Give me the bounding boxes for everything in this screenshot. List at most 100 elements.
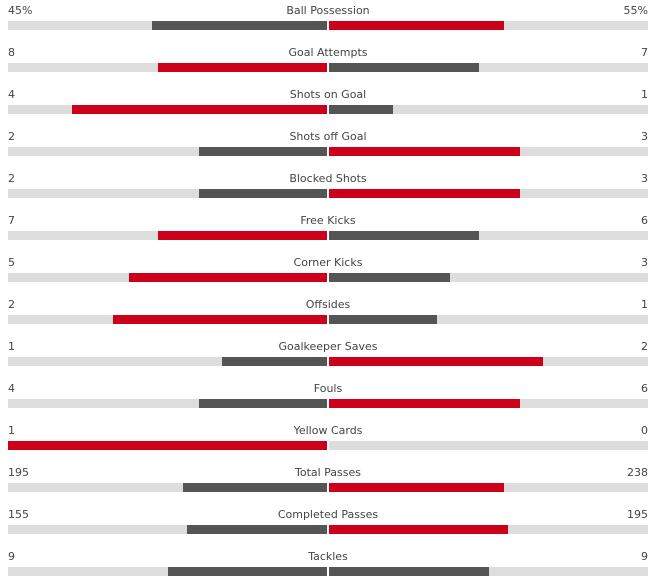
stat-row: 2 Shots off Goal 3 (0, 126, 656, 168)
stat-row: 4 Shots on Goal 1 (0, 84, 656, 126)
home-value: 4 (8, 382, 15, 395)
stat-row: 9 Tackles 9 (0, 546, 656, 588)
home-value: 5 (8, 256, 15, 269)
away-bar-track (329, 105, 648, 114)
home-bar-track (8, 399, 327, 408)
stat-row: 45% Ball Possession 55% (0, 0, 656, 42)
away-value: 3 (641, 130, 648, 143)
away-bar-fill (329, 231, 479, 240)
stat-row: 1 Goalkeeper Saves 2 (0, 336, 656, 378)
home-value: 2 (8, 130, 15, 143)
away-value: 6 (641, 382, 648, 395)
away-value: 195 (627, 508, 648, 521)
home-value: 1 (8, 424, 15, 437)
away-bar-track (329, 525, 648, 534)
stat-label: Free Kicks (300, 214, 356, 227)
away-bar-fill (329, 189, 521, 198)
stat-label: Shots on Goal (289, 88, 367, 101)
stat-row: 2 Blocked Shots 3 (0, 168, 656, 210)
home-bar-fill (157, 231, 327, 240)
stat-label: Fouls (313, 382, 343, 395)
away-bar-fill (329, 105, 393, 114)
home-bar-fill (199, 147, 327, 156)
home-value: 4 (8, 88, 15, 101)
stat-label: Yellow Cards (293, 424, 363, 437)
away-bar-fill (329, 63, 479, 72)
away-bar-track (329, 483, 648, 492)
away-bar-fill (329, 483, 505, 492)
stat-label: Shots off Goal (289, 130, 367, 143)
away-bar-fill (329, 147, 521, 156)
stat-row: 7 Free Kicks 6 (0, 210, 656, 252)
away-value: 6 (641, 214, 648, 227)
home-bar-track (8, 525, 327, 534)
away-bar-fill (329, 399, 521, 408)
stat-label: Tackles (308, 550, 348, 563)
away-bar-fill (329, 567, 489, 576)
stat-row: 195 Total Passes 238 (0, 462, 656, 504)
away-bar-track (329, 441, 648, 450)
home-bar-track (8, 441, 327, 450)
home-bar-fill (71, 105, 327, 114)
home-bar-fill (199, 399, 327, 408)
home-value: 2 (8, 298, 15, 311)
away-bar-fill (329, 21, 505, 30)
home-bar-track (8, 567, 327, 576)
away-value: 9 (641, 550, 648, 563)
home-bar-track (8, 273, 327, 282)
stat-label: Offsides (305, 298, 351, 311)
away-value: 3 (641, 256, 648, 269)
away-bar-track (329, 315, 648, 324)
stat-label: Goalkeeper Saves (278, 340, 378, 353)
away-bar-fill (329, 525, 508, 534)
stat-label: Total Passes (294, 466, 362, 479)
away-bar-track (329, 567, 648, 576)
away-value: 1 (641, 298, 648, 311)
away-bar-track (329, 273, 648, 282)
away-bar-track (329, 399, 648, 408)
home-value: 195 (8, 466, 29, 479)
away-value: 2 (641, 340, 648, 353)
home-value: 8 (8, 46, 15, 59)
home-value: 7 (8, 214, 15, 227)
home-bar-track (8, 147, 327, 156)
home-bar-track (8, 21, 327, 30)
stat-row: 1 Yellow Cards 0 (0, 420, 656, 462)
home-bar-track (8, 105, 327, 114)
away-value: 7 (641, 46, 648, 59)
stat-label: Goal Attempts (288, 46, 368, 59)
away-value: 1 (641, 88, 648, 101)
home-value: 2 (8, 172, 15, 185)
home-bar-track (8, 483, 327, 492)
home-bar-fill (113, 315, 327, 324)
home-bar-fill (186, 525, 327, 534)
stat-row: 2 Offsides 1 (0, 294, 656, 336)
away-bar-track (329, 63, 648, 72)
away-bar-track (329, 21, 648, 30)
home-bar-track (8, 231, 327, 240)
stat-label: Completed Passes (277, 508, 379, 521)
stat-label: Ball Possession (286, 4, 370, 17)
home-bar-track (8, 189, 327, 198)
home-value: 155 (8, 508, 29, 521)
home-bar-fill (8, 441, 327, 450)
away-value: 0 (641, 424, 648, 437)
away-bar-track (329, 189, 648, 198)
away-value: 3 (641, 172, 648, 185)
away-value: 55% (623, 4, 648, 17)
away-bar-track (329, 357, 648, 366)
away-bar-fill (329, 273, 451, 282)
home-bar-fill (151, 21, 327, 30)
home-bar-fill (167, 567, 327, 576)
away-bar-track (329, 231, 648, 240)
home-bar-fill (199, 189, 327, 198)
stat-row: 8 Goal Attempts 7 (0, 42, 656, 84)
stat-row: 5 Corner Kicks 3 (0, 252, 656, 294)
home-bar-fill (129, 273, 327, 282)
stat-label: Blocked Shots (289, 172, 367, 185)
home-value: 45% (8, 4, 33, 17)
away-bar-fill (329, 315, 438, 324)
home-bar-track (8, 63, 327, 72)
home-value: 9 (8, 550, 15, 563)
